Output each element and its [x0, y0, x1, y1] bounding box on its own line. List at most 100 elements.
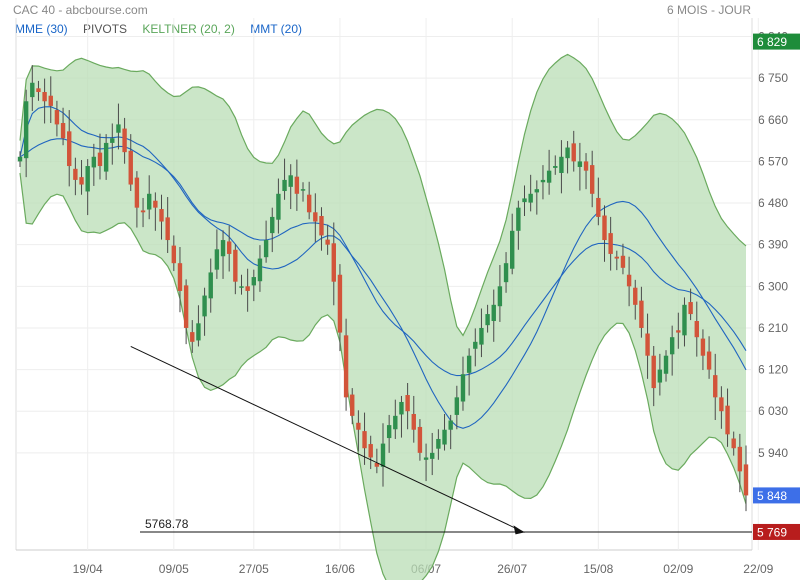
legend-pivots[interactable]: PIVOTS: [83, 22, 128, 36]
candle-body: [30, 82, 35, 98]
candle-body: [540, 179, 546, 183]
candle-body: [669, 337, 675, 355]
candle-body: [85, 166, 90, 192]
candle-body: [534, 189, 540, 193]
candle-body: [159, 209, 164, 222]
price-tag: [753, 523, 800, 540]
keltner-band: [20, 54, 746, 580]
candle-body: [411, 413, 416, 430]
candle-body: [497, 286, 503, 307]
candle-body: [608, 233, 613, 254]
x-tick-label: 15/08: [583, 562, 613, 576]
candle-body: [393, 415, 398, 430]
mmt-20-line: [19, 106, 747, 429]
candle-body: [23, 101, 29, 159]
candle-body: [423, 457, 429, 460]
candle-body: [306, 194, 312, 213]
candle-body: [596, 197, 601, 217]
y-tick-label: 5 940: [758, 446, 788, 460]
candle-body: [17, 156, 23, 162]
candle-body: [676, 330, 681, 333]
period-label[interactable]: 6 MOIS - JOUR: [666, 3, 751, 17]
candle-body: [48, 95, 53, 106]
candle-body: [583, 161, 589, 171]
chart-title: CAC 40 - abcbourse.com: [13, 3, 148, 17]
candle-body: [651, 355, 656, 389]
candle-body: [522, 198, 527, 203]
candle-body: [553, 166, 558, 168]
candle-body: [202, 295, 207, 317]
candle-body: [491, 304, 496, 322]
y-tick-label: 6 390: [758, 238, 788, 252]
candle-body: [503, 263, 509, 283]
x-tick-label: 02/09: [663, 562, 693, 576]
candle-body: [479, 327, 484, 345]
candle-body: [300, 189, 306, 191]
legend-keltner[interactable]: KELTNER (20, 2): [142, 22, 235, 36]
candle-body: [528, 193, 533, 203]
price-tag: [753, 487, 800, 504]
candle-body: [214, 249, 220, 270]
candle-body: [356, 422, 361, 430]
candle-body: [694, 321, 699, 338]
candle-body: [196, 323, 201, 341]
candle-body: [257, 258, 263, 282]
candle-body: [245, 286, 250, 291]
candle-body: [288, 175, 293, 187]
y-tick-label: 6 570: [758, 154, 788, 168]
y-tick-label: 6 030: [758, 404, 788, 418]
candle-body: [473, 341, 478, 349]
candle-body: [147, 193, 152, 210]
candle-body: [614, 256, 619, 259]
x-tick-label: 26/07: [497, 562, 527, 576]
candle-body: [208, 272, 213, 299]
candle-body: [657, 369, 663, 383]
candle-body: [417, 426, 423, 453]
y-tick-label: 6 660: [758, 113, 788, 127]
candle-body: [294, 176, 300, 194]
x-tick-label: 16/06: [325, 562, 355, 576]
candle-body: [589, 165, 595, 194]
candle-body: [466, 355, 472, 373]
candle-body: [645, 333, 650, 356]
candle-body: [153, 200, 158, 208]
candle-body: [380, 443, 386, 467]
y-tick-label: 6 120: [758, 363, 788, 377]
candle-body: [97, 152, 103, 167]
candle-body: [239, 286, 244, 288]
candle-body: [448, 420, 453, 430]
candle-body: [263, 240, 269, 258]
candle-body: [54, 110, 60, 125]
x-tick-label: 19/04: [73, 562, 103, 576]
x-tick-label: 09/05: [159, 562, 189, 576]
candle-body: [134, 177, 140, 208]
candle-body: [430, 452, 435, 459]
candle-body: [190, 332, 195, 342]
candle-body: [620, 255, 626, 268]
candle-body: [140, 210, 146, 213]
candle-body: [700, 338, 706, 356]
price-tag-label: 5 769: [757, 525, 787, 539]
candle-body: [233, 249, 238, 282]
candle-body: [165, 217, 170, 241]
candle-body: [183, 285, 189, 328]
candle-body: [442, 429, 447, 445]
candle-body: [368, 444, 373, 458]
x-tick-label: 22/09: [743, 562, 773, 576]
candle-body: [559, 156, 564, 173]
candle-body: [374, 463, 380, 467]
candle-body: [743, 464, 749, 496]
candle-body: [282, 179, 287, 192]
candle-body: [516, 207, 521, 231]
legend-mmt[interactable]: MMT (20): [250, 22, 302, 36]
candle-body: [171, 245, 177, 264]
candle-body: [122, 128, 127, 153]
candle-body: [399, 401, 404, 415]
candle-body: [91, 156, 97, 168]
candle-body: [663, 355, 669, 374]
y-tick-label: 6 750: [758, 71, 788, 85]
candle-body: [276, 193, 281, 220]
candle-body: [639, 300, 644, 328]
legend-mme[interactable]: MME (30): [15, 22, 68, 36]
